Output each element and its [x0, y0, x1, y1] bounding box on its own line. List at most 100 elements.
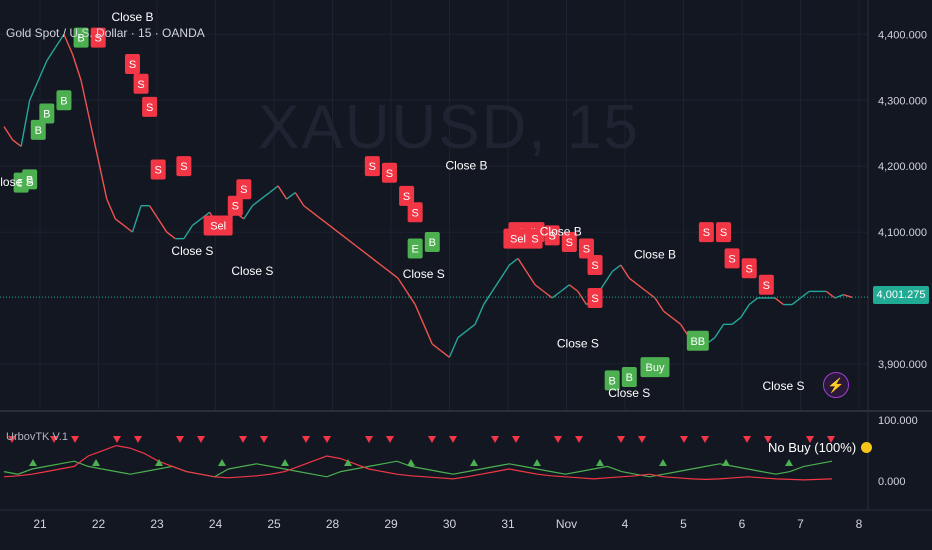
signal-badge-buy	[424, 231, 440, 252]
signal-label-sell: S	[180, 161, 187, 173]
price-segment	[774, 297, 784, 306]
signal-badge-buy	[640, 357, 670, 378]
signal-label-close: Close S	[171, 244, 213, 258]
signal-label-close: Close S	[0, 175, 34, 189]
signal-badge-sell	[399, 185, 415, 206]
price-segment	[346, 238, 356, 246]
price-segment	[731, 317, 742, 325]
signal-label-sell: S	[583, 244, 590, 256]
signal-badge-sell	[741, 258, 757, 279]
sell-triangle-marker	[302, 436, 310, 443]
x-tick-label: 21	[33, 517, 47, 531]
price-segment	[88, 119, 99, 160]
signal-label-close: Close S	[608, 386, 650, 400]
price-segment	[243, 205, 253, 220]
indicator-title[interactable]: UrbovTK V.1	[6, 431, 68, 443]
price-segment	[71, 53, 82, 81]
x-tick-label: 5	[680, 517, 687, 531]
sell-triangle-marker	[176, 436, 184, 443]
lightning-icon[interactable]: ⚡	[823, 372, 849, 398]
price-segment	[645, 290, 656, 299]
price-segment	[37, 60, 48, 81]
signal-badge-sell	[561, 231, 577, 252]
signal-label-sell: S	[403, 191, 410, 203]
price-series	[0, 33, 868, 358]
price-segment	[20, 100, 31, 147]
price-segment	[440, 350, 450, 358]
signal-badge-buy	[30, 119, 46, 140]
buy-triangle-marker	[407, 459, 415, 466]
signal-label-buy: E	[411, 244, 418, 256]
signal-label-buy: B	[43, 108, 50, 120]
buy-triangle-marker	[596, 459, 604, 466]
price-segment	[131, 205, 142, 233]
sell-triangle-marker	[512, 436, 520, 443]
signal-label-buy: Buy	[646, 362, 665, 374]
price-segment	[543, 290, 553, 299]
price-segment	[405, 290, 416, 305]
price-segment	[637, 284, 647, 292]
signal-badge-sell	[124, 54, 140, 75]
price-segment	[568, 284, 579, 292]
buy-triangle-marker	[281, 459, 289, 466]
status-text: No Buy (100%)	[768, 440, 857, 455]
signal-label-buy: B	[26, 174, 33, 186]
price-segment	[251, 198, 262, 207]
price-segment	[748, 297, 759, 306]
signal-label-sell: S	[549, 230, 556, 242]
symbol-title: Gold Spot / U.S. Dollar · 15 · OANDA	[6, 26, 205, 40]
x-tick-label: 25	[267, 517, 281, 531]
price-segment	[603, 271, 613, 286]
price-segment	[166, 231, 176, 240]
price-segment	[508, 257, 519, 266]
signal-label-close: Close B	[540, 224, 582, 238]
signal-label-sell: S	[232, 201, 239, 213]
signal-label-sell: S	[566, 237, 573, 249]
sell-triangle-marker	[827, 436, 835, 443]
signal-badge-sell	[364, 156, 380, 177]
price-segment	[800, 290, 810, 299]
price-segment	[157, 218, 168, 233]
signal-label-sell: S	[369, 161, 376, 173]
price-segment	[123, 224, 133, 233]
signal-label-sell: S	[531, 234, 538, 246]
price-segment	[97, 159, 108, 200]
signal-badge-buy	[22, 169, 38, 190]
signal-label-sell: S	[411, 207, 418, 219]
price-segment	[500, 264, 510, 279]
price-segment	[260, 191, 270, 200]
price-segment	[791, 297, 802, 306]
price-segment	[286, 191, 296, 200]
signal-badge-sell	[578, 238, 594, 259]
sell-triangle-marker	[638, 436, 646, 443]
price-segment	[825, 290, 836, 299]
sell-triangle-marker	[239, 436, 247, 443]
price-segment	[714, 323, 725, 338]
x-tick-label: 29	[384, 517, 398, 531]
price-segment	[354, 244, 365, 253]
sell-triangle-marker	[449, 436, 457, 443]
sell-triangle-marker	[365, 436, 373, 443]
signal-label-sell: S	[591, 260, 598, 272]
signal-badge-sell	[698, 222, 714, 243]
sell-triangle-marker	[71, 436, 79, 443]
price-segment	[834, 294, 844, 299]
price-segment	[329, 224, 339, 233]
signal-label-sell: S	[763, 280, 770, 292]
grid	[0, 0, 932, 511]
signal-label-close: Close B	[446, 158, 488, 172]
y-tick-label: 4,300.000	[878, 95, 927, 107]
sell-triangle-marker	[743, 436, 751, 443]
signal-label-buy: B	[626, 372, 633, 384]
price-segment	[423, 324, 433, 345]
buy-triangle-marker	[533, 459, 541, 466]
price-segment	[525, 271, 536, 286]
signal-label-close: Close S	[557, 336, 599, 350]
price-segment	[843, 294, 853, 298]
signal-label-sell: S	[129, 59, 136, 71]
signal-badge-sell	[527, 228, 543, 249]
status-badge: No Buy (100%)	[768, 440, 873, 455]
symbol-watermark: XAUUSD, 15	[258, 93, 640, 162]
signal-label-sell: S	[728, 253, 735, 265]
